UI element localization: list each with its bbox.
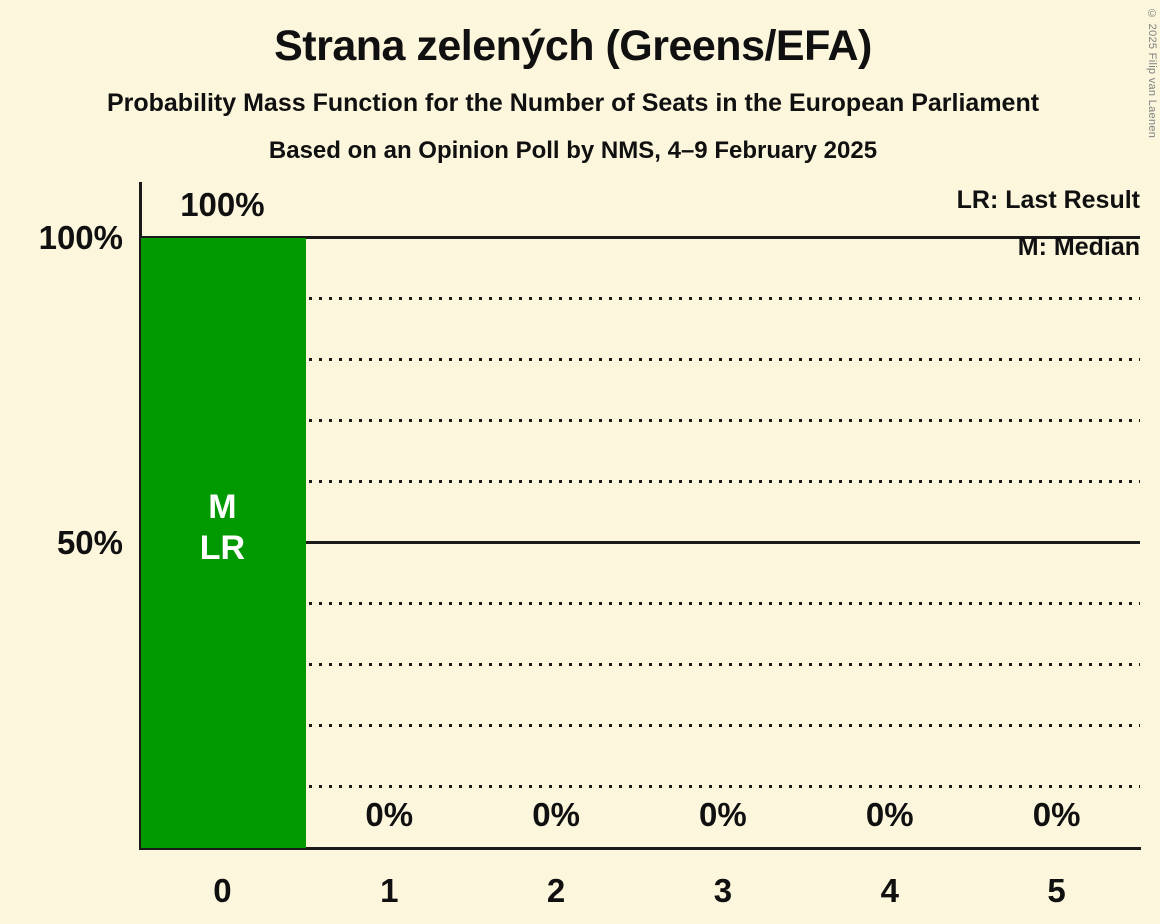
bar-annotation-line: M bbox=[208, 488, 237, 526]
chart-subtitle: Probability Mass Function for the Number… bbox=[106, 89, 1040, 117]
copyright-notice: © 2025 Filip van Laenen bbox=[1146, 8, 1158, 139]
gridline-solid-50 bbox=[139, 541, 1140, 545]
x-tick-label-2: 2 bbox=[546, 872, 566, 909]
bar-value-label-4: 0% bbox=[865, 796, 914, 833]
x-tick-label-3: 3 bbox=[713, 872, 733, 909]
gridline-dotted-70 bbox=[139, 419, 1140, 423]
bar-annotation-line: LR bbox=[199, 529, 246, 567]
x-tick-label-0: 0 bbox=[213, 872, 232, 909]
gridline-dotted-60 bbox=[139, 480, 1140, 484]
median-last-result-label: M LR bbox=[142, 487, 302, 569]
x-tick-label-1: 1 bbox=[380, 872, 399, 909]
bar-value-label-5: 0% bbox=[1032, 796, 1081, 833]
chart-title: Strana zelených (Greens/EFA) bbox=[274, 22, 872, 70]
legend-last-result: LR: Last Result bbox=[956, 186, 1140, 214]
gridline-dotted-10 bbox=[139, 785, 1140, 789]
bar-value-label-1: 0% bbox=[365, 796, 414, 833]
y-tick-label-100: 100% bbox=[38, 218, 123, 256]
x-tick-label-4: 4 bbox=[880, 872, 899, 909]
y-tick-label-50: 50% bbox=[56, 523, 123, 561]
x-axis-line bbox=[139, 846, 1141, 850]
gridline-dotted-40 bbox=[139, 602, 1140, 606]
chart-poll-info: Based on an Opinion Poll by NMS, 4–9 Feb… bbox=[268, 137, 878, 164]
gridline-dotted-20 bbox=[139, 724, 1140, 728]
bar-value-label-3: 0% bbox=[699, 796, 747, 833]
gridline-dotted-80 bbox=[139, 358, 1140, 362]
bar-seat-0 bbox=[141, 237, 306, 848]
bar-value-label-2: 0% bbox=[532, 796, 580, 833]
x-tick-label-5: 5 bbox=[1047, 872, 1066, 909]
bar-value-label-0: 100% bbox=[180, 185, 265, 223]
y-axis-line bbox=[139, 182, 142, 849]
legend-median: M: Median bbox=[1017, 233, 1140, 261]
gridline-solid-100 bbox=[139, 236, 1140, 239]
gridline-dotted-30 bbox=[139, 663, 1140, 667]
gridline-dotted-90 bbox=[139, 297, 1140, 301]
